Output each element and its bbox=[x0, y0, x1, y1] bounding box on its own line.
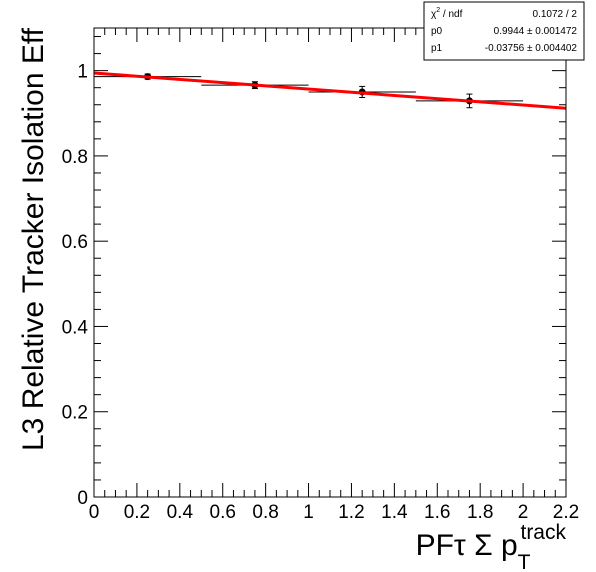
fit-curve bbox=[93, 71, 567, 110]
y-tick-label: 0.6 bbox=[62, 232, 88, 253]
x-tick-label: 1 bbox=[303, 502, 314, 523]
fit-line bbox=[93, 71, 567, 110]
stats-row-label: χ2 / ndf bbox=[431, 7, 463, 20]
x-tick-label: 0 bbox=[89, 502, 100, 523]
x-tick-label: 1.2 bbox=[338, 502, 364, 523]
stats-row-value: 0.1072 / 2 bbox=[533, 9, 578, 20]
stats-row-label: p0 bbox=[431, 26, 443, 37]
x-axis-title-sup: track bbox=[520, 521, 566, 544]
stats-row-value: -0.03756 ± 0.004402 bbox=[485, 43, 578, 54]
plot-frame bbox=[93, 27, 567, 498]
x-axis-title-main: PFτ Σ p bbox=[416, 529, 518, 562]
x-tick-label: 2.2 bbox=[553, 502, 579, 523]
x-tick-label: 2 bbox=[518, 502, 529, 523]
x-tick-label: 0.2 bbox=[124, 502, 150, 523]
x-tick-label: 1.4 bbox=[381, 502, 408, 523]
y-tick-label: 1 bbox=[77, 62, 88, 83]
x-tick-label: 0.6 bbox=[210, 502, 236, 523]
x-tick-label: 1.6 bbox=[424, 502, 450, 523]
x-tick-label: 0.4 bbox=[167, 502, 194, 523]
x-tick-label: 0.8 bbox=[252, 502, 278, 523]
x-tick-label: 1.8 bbox=[467, 502, 493, 523]
stats-row-label: p1 bbox=[431, 43, 443, 54]
y-tick-label: 0.4 bbox=[62, 317, 89, 338]
y-tick-label: 0.8 bbox=[62, 147, 88, 168]
y-tick-label: 0.2 bbox=[62, 403, 88, 424]
y-axis-title: L3 Relative Tracker Isolation Eff bbox=[17, 27, 50, 451]
y-tick-label: 0 bbox=[77, 488, 88, 509]
stats-box-frame bbox=[423, 1, 585, 61]
fit-stats-box: χ2 / ndf 0.1072 / 2 p0 0.9944 ± 0.001472 p1 -… bbox=[423, 1, 585, 61]
stats-row-value: 0.9944 ± 0.001472 bbox=[494, 26, 578, 37]
x-axis-title: PFτ Σ pTtrack bbox=[416, 521, 567, 572]
axis-ticks bbox=[93, 28, 567, 498]
tick-labels: 0 0.2 0.4 0.6 0.8 1 1.2 1.4 1.6 1.8 2 2.2 0 0.2 0.4 0.6… bbox=[62, 62, 580, 523]
x-axis-title-sub: T bbox=[518, 551, 531, 572]
